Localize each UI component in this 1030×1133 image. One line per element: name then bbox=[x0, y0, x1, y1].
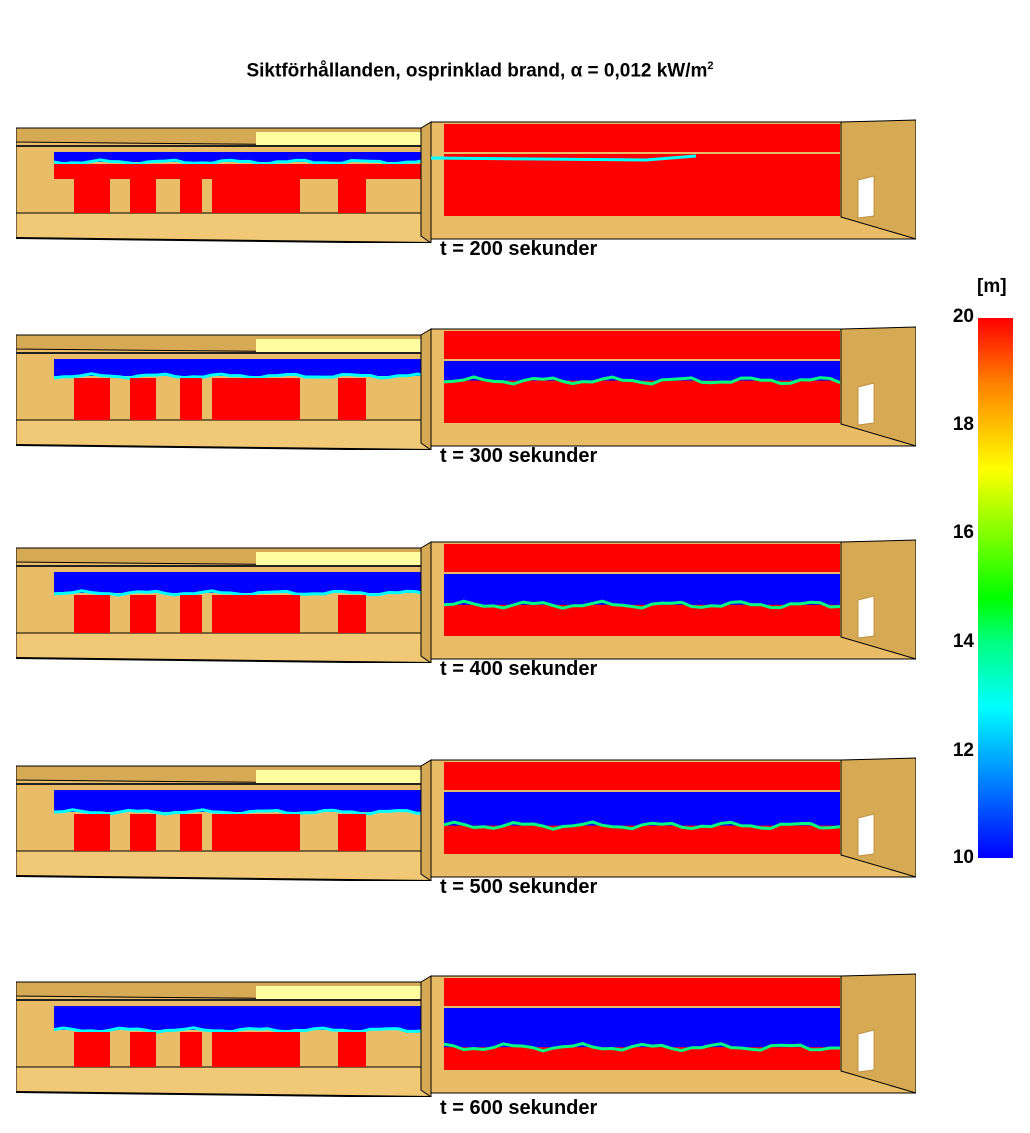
right-lower-visible bbox=[444, 154, 840, 216]
time-caption: t = 500 sekunder bbox=[440, 876, 598, 898]
time-caption: t = 200 sekunder bbox=[440, 238, 598, 260]
snapshot-panel bbox=[16, 756, 916, 881]
exit-door bbox=[857, 1029, 875, 1073]
skylight bbox=[256, 339, 428, 353]
visibility-column bbox=[268, 814, 300, 851]
visibility-column bbox=[74, 814, 110, 851]
tunnel-render bbox=[16, 119, 916, 243]
tunnel-render bbox=[16, 326, 916, 450]
time-caption: t = 300 sekunder bbox=[440, 445, 598, 467]
tunnel-render bbox=[16, 757, 916, 881]
divider-wall bbox=[420, 328, 432, 450]
colorbar-tick-label: 12 bbox=[952, 740, 974, 761]
interface-right bbox=[443, 375, 841, 386]
interface-left bbox=[53, 1026, 427, 1034]
interface-right bbox=[443, 1042, 840, 1053]
visibility-column bbox=[212, 378, 272, 420]
floor-edge bbox=[16, 237, 432, 243]
smoke-layer-right bbox=[444, 792, 840, 826]
visibility-column bbox=[212, 1032, 272, 1067]
visibility-column bbox=[338, 378, 366, 420]
snapshot-panel bbox=[16, 538, 916, 663]
right-upper-visible bbox=[444, 978, 840, 1006]
visibility-column bbox=[180, 595, 202, 633]
visibility-column bbox=[212, 595, 272, 633]
exit-door bbox=[857, 813, 875, 857]
colorbar-tick-label: 18 bbox=[952, 414, 974, 435]
figure-title: Siktförhållanden, osprinklad brand, α = … bbox=[0, 60, 960, 82]
smoke-layer-left bbox=[54, 572, 426, 593]
smoke-layer-right bbox=[444, 361, 840, 381]
right-upper-visible bbox=[444, 544, 840, 572]
smoke-layer-left bbox=[54, 152, 426, 162]
divider-wall bbox=[420, 541, 432, 663]
skylight bbox=[256, 770, 428, 784]
time-caption: t = 400 sekunder bbox=[440, 658, 598, 680]
smoke-layer-left bbox=[54, 1006, 426, 1030]
exit-door bbox=[857, 175, 875, 219]
visibility-column bbox=[74, 378, 110, 420]
exit-door bbox=[857, 595, 875, 639]
visibility-column bbox=[180, 814, 202, 851]
floor-edge bbox=[16, 875, 432, 881]
interface-left bbox=[53, 589, 427, 597]
figure-title-text: Siktförhållanden, osprinklad brand, α = … bbox=[246, 60, 708, 82]
visible-band-left bbox=[54, 164, 426, 179]
snapshot-panel bbox=[16, 325, 916, 450]
visibility-column bbox=[180, 1032, 202, 1067]
smoke-layer-right bbox=[444, 574, 840, 605]
visibility-column bbox=[130, 595, 156, 633]
floor-edge bbox=[16, 444, 432, 450]
time-caption: t = 600 sekunder bbox=[440, 1097, 598, 1119]
exit-door bbox=[857, 382, 875, 426]
visibility-column bbox=[338, 595, 366, 633]
colorbar-unit: [m] bbox=[977, 276, 1007, 297]
visibility-column bbox=[268, 595, 300, 633]
visibility-column bbox=[338, 1032, 366, 1067]
divider-wall bbox=[420, 121, 432, 243]
skylight bbox=[256, 552, 428, 566]
skylight bbox=[256, 132, 428, 146]
visibility-column bbox=[130, 378, 156, 420]
colorbar-tick-label: 16 bbox=[952, 522, 974, 543]
interface-left bbox=[53, 372, 427, 380]
figure-title-superscript: 2 bbox=[707, 60, 714, 72]
colorbar-tick-label: 10 bbox=[952, 847, 974, 868]
visibility-column bbox=[180, 378, 202, 420]
visibility-column bbox=[74, 595, 110, 633]
colorbar-tick-label: 20 bbox=[952, 306, 974, 327]
visibility-column bbox=[74, 1032, 110, 1067]
smoke-layer-right bbox=[444, 1008, 840, 1048]
divider-wall bbox=[420, 759, 432, 881]
floor-edge bbox=[16, 657, 432, 663]
right-upper-visible bbox=[444, 331, 840, 359]
tunnel-render bbox=[16, 539, 916, 663]
interface-right bbox=[443, 599, 841, 610]
floor-edge bbox=[16, 1091, 432, 1097]
visibility-column bbox=[268, 1032, 300, 1067]
interface-right bbox=[430, 154, 697, 162]
right-upper-visible bbox=[444, 762, 840, 790]
right-upper-visible bbox=[444, 124, 840, 152]
divider-wall bbox=[420, 975, 432, 1097]
skylight bbox=[256, 986, 428, 1000]
snapshot-panel bbox=[16, 118, 916, 243]
snapshot-panel bbox=[16, 972, 916, 1097]
smoke-layer-left bbox=[54, 359, 426, 376]
colorbar bbox=[978, 318, 1013, 858]
interface-left bbox=[53, 158, 427, 166]
visibility-column bbox=[130, 814, 156, 851]
visibility-column bbox=[130, 1032, 156, 1067]
visibility-column bbox=[268, 378, 300, 420]
interface-right bbox=[443, 820, 841, 831]
visibility-column bbox=[212, 814, 272, 851]
visibility-column bbox=[338, 814, 366, 851]
smoke-layer-left bbox=[54, 790, 426, 812]
tunnel-render bbox=[16, 973, 916, 1097]
colorbar-tick-label: 14 bbox=[952, 631, 974, 652]
